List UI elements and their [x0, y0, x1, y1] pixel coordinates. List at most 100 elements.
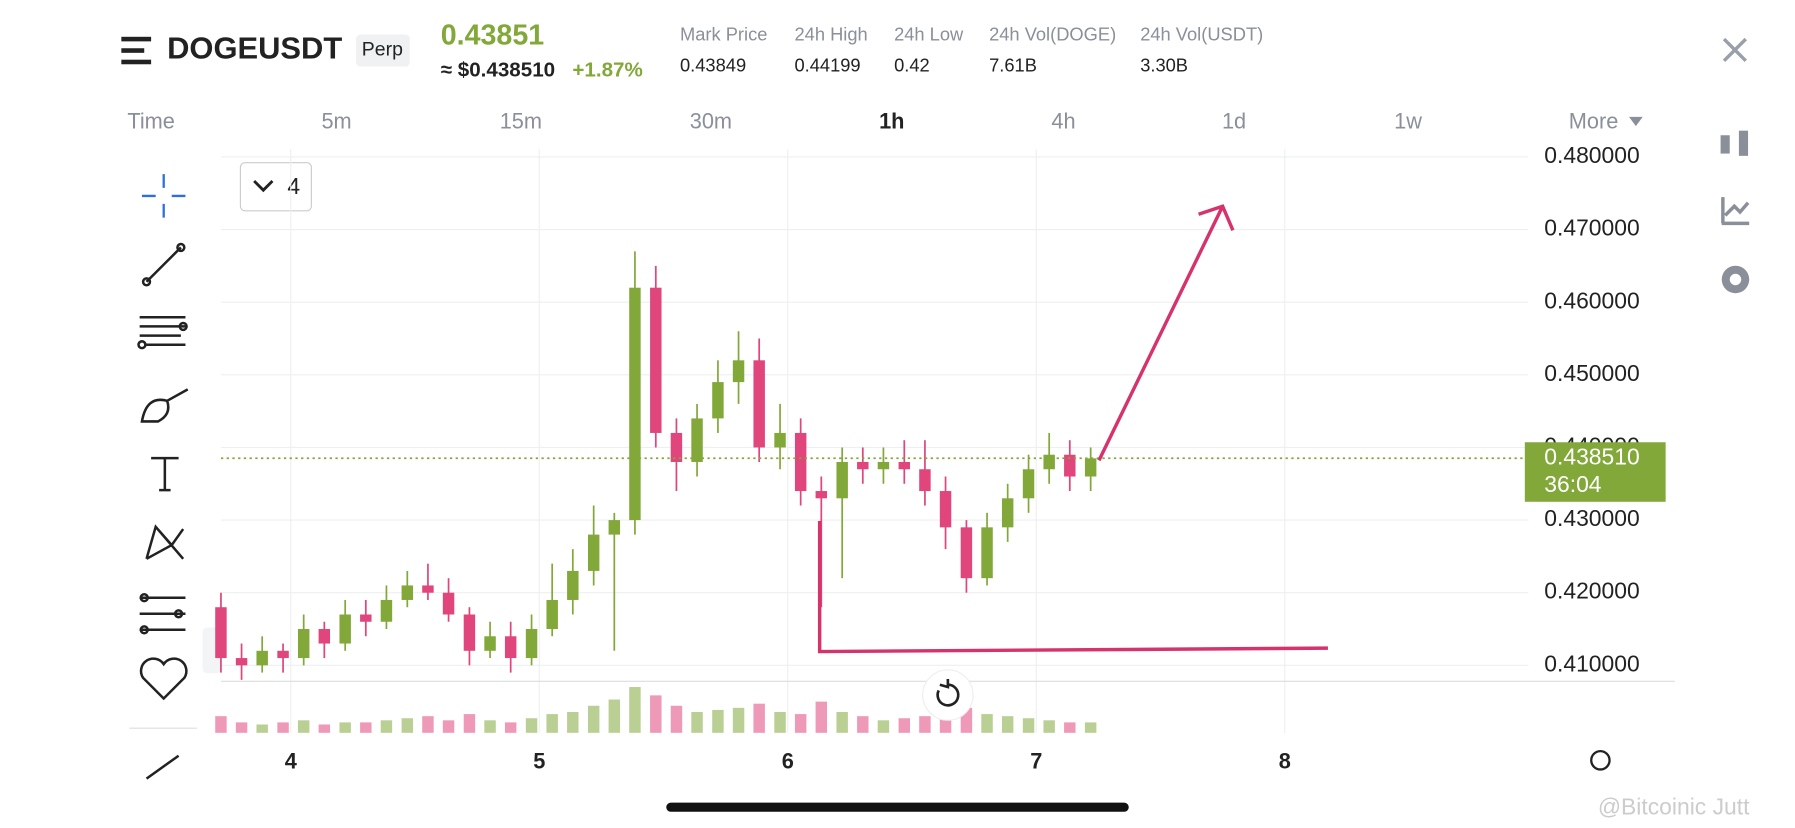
volume-bar	[422, 716, 434, 733]
volume-bar	[960, 707, 973, 733]
line-tool[interactable]	[141, 242, 186, 287]
candle-body	[939, 491, 952, 528]
stat-label: 24h Low	[894, 23, 964, 44]
timeframe[interactable]: 15m	[500, 108, 542, 133]
volume-bar	[898, 718, 911, 733]
arrow-drawing[interactable]	[1097, 204, 1235, 462]
indicator-count[interactable]: 4	[287, 173, 300, 199]
chevron	[253, 180, 274, 193]
toolbar	[129, 174, 221, 780]
volume-bar	[463, 714, 476, 733]
candle-body	[318, 629, 331, 644]
menu-icon[interactable]	[121, 36, 152, 65]
candle-body	[1001, 498, 1014, 528]
y-tick-label: 0.470000	[1544, 215, 1639, 241]
stat-value: 0.43849	[680, 54, 746, 75]
more-caret[interactable]	[1629, 116, 1643, 127]
volume-bar	[546, 714, 558, 733]
favorite-tool[interactable]	[139, 657, 188, 701]
price-tag-countdown: 36:04	[1544, 471, 1602, 497]
timeframe[interactable]: 1w	[1394, 108, 1422, 133]
pattern-tool[interactable]	[145, 524, 185, 560]
indicator-icon[interactable]	[1721, 197, 1750, 226]
volume-bar	[753, 703, 765, 733]
y-tick-label: 0.480000	[1544, 142, 1639, 168]
indicator-toggle[interactable]	[239, 162, 312, 212]
candle-icon[interactable]	[1720, 135, 1730, 154]
badge-bg	[356, 34, 410, 67]
volume-bar	[919, 716, 931, 733]
volume-bar	[836, 712, 848, 733]
stat-value: 0.42	[894, 54, 930, 75]
candle-body	[960, 527, 973, 579]
candle-body	[629, 287, 641, 521]
badge: Perp	[362, 39, 403, 61]
candle-body	[836, 461, 848, 499]
volume-bar	[794, 714, 807, 733]
timeframe[interactable]: 30m	[690, 108, 732, 133]
brush-tool[interactable]	[140, 388, 189, 423]
volume-bar	[732, 707, 745, 733]
reset-icon	[936, 679, 960, 707]
ruler-tool[interactable]	[145, 754, 180, 780]
text-tool[interactable]	[151, 456, 179, 492]
volume-bar	[587, 705, 600, 733]
support-line[interactable]	[817, 521, 1328, 654]
timeframe[interactable]: 1d	[1222, 108, 1246, 133]
candle-body	[1043, 454, 1055, 470]
timeframe[interactable]: 4h	[1051, 108, 1075, 133]
reset-button[interactable]	[922, 669, 974, 721]
candle-body	[712, 382, 724, 419]
candle-body	[981, 527, 993, 579]
prediction-tool[interactable]	[139, 593, 186, 635]
usd-price: ≈ $0.438510	[441, 59, 555, 82]
volume-bar	[318, 724, 331, 733]
candle-body	[525, 629, 538, 659]
candle-body	[442, 592, 455, 615]
candle-body	[774, 432, 786, 448]
volume-bar	[380, 720, 393, 733]
candle-body	[815, 491, 828, 499]
symbol[interactable]: DOGEUSDT	[167, 31, 342, 66]
volume-bar	[1084, 722, 1097, 733]
volume-bar	[1022, 718, 1035, 733]
candle-body	[484, 636, 496, 651]
volume-bar	[442, 720, 455, 733]
home-indicator	[666, 802, 1129, 812]
candle-body	[256, 650, 268, 666]
volume-bar	[256, 724, 268, 733]
volume-bar	[1043, 720, 1055, 733]
theme-toggle[interactable]	[1590, 749, 1611, 771]
candle-body	[753, 360, 765, 448]
crosshair-tool[interactable]	[141, 174, 186, 218]
volume-bar	[608, 699, 621, 733]
stat-label: 24h Vol(USDT)	[1140, 23, 1263, 44]
timeframe[interactable]: 5m	[321, 108, 351, 133]
stat-value: 3.30B	[1140, 54, 1188, 75]
volume-bar	[504, 722, 517, 733]
close-button[interactable]	[1722, 37, 1747, 63]
volume-bar	[939, 714, 952, 733]
last-price: 0.43851	[441, 19, 545, 51]
x-tick-label: 5	[533, 748, 545, 773]
volume-bar	[401, 718, 414, 733]
candle-body	[650, 287, 662, 433]
volume-bar	[360, 722, 372, 733]
candle-body	[360, 614, 372, 622]
timeframe[interactable]: More	[1569, 108, 1619, 133]
x-tick-label: 8	[1279, 748, 1291, 773]
volume-bar	[691, 712, 703, 733]
candle-body	[401, 585, 414, 600]
candle-body	[567, 570, 579, 600]
price-tag	[1524, 442, 1666, 502]
candle-body	[691, 418, 703, 462]
y-tick-label: 0.410000	[1544, 650, 1639, 676]
change: +1.87%	[572, 59, 642, 82]
candle-body	[422, 585, 434, 593]
candle-body	[670, 432, 683, 462]
fib-tool[interactable]	[137, 316, 188, 350]
timeframe[interactable]: 1h	[879, 108, 904, 133]
candle-body	[877, 461, 890, 470]
